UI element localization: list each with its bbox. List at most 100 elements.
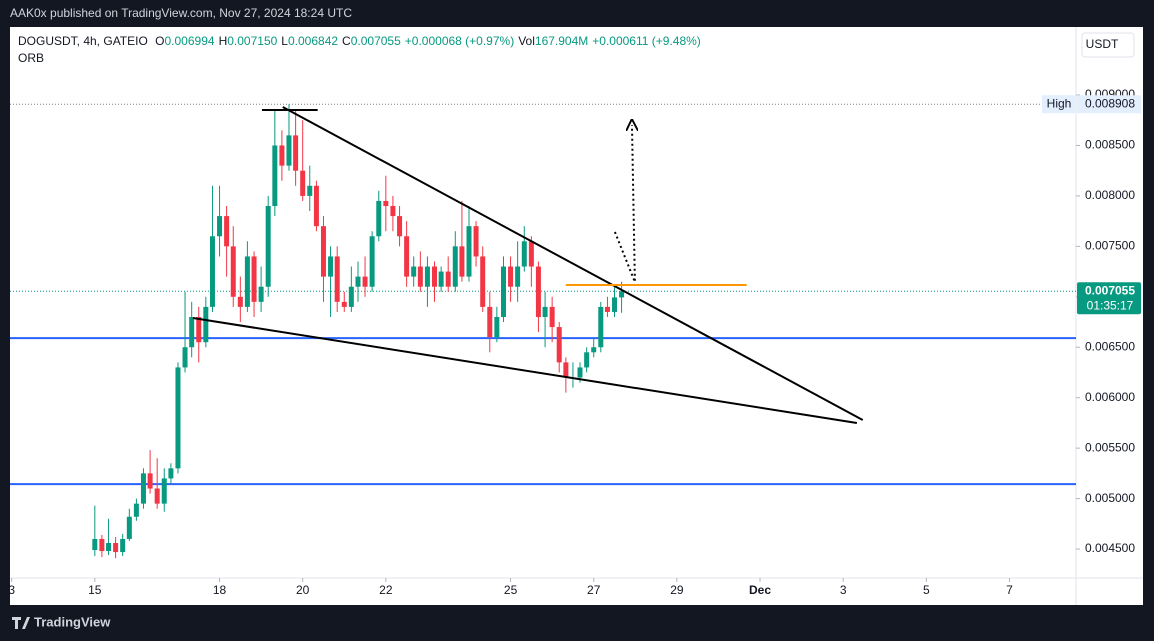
candle-body bbox=[528, 241, 534, 267]
legend: DOGUSDT, 4h, GATEIO O0.006994 H0.007150 L0… bbox=[18, 34, 701, 65]
candle-body bbox=[411, 266, 417, 277]
candle-body bbox=[619, 291, 625, 298]
y-tick-label: 0.007500 bbox=[1085, 239, 1135, 253]
candle-body bbox=[556, 327, 562, 363]
x-tick-label: 7 bbox=[1006, 583, 1013, 597]
candle-body bbox=[182, 347, 188, 368]
candle-body bbox=[362, 276, 368, 287]
candle-body bbox=[404, 236, 410, 277]
ohlc-key: H bbox=[219, 34, 228, 48]
candle-body bbox=[501, 266, 507, 317]
candle-body bbox=[521, 241, 527, 267]
logo-mark bbox=[12, 617, 30, 629]
y-tick-label: 0.008500 bbox=[1085, 138, 1135, 152]
candle-body bbox=[272, 145, 278, 206]
candle-body bbox=[217, 216, 223, 237]
candle-body bbox=[397, 216, 403, 237]
candle-body bbox=[487, 306, 493, 338]
candle-body bbox=[196, 316, 202, 343]
panel bbox=[10, 27, 1143, 605]
candle-body bbox=[258, 286, 264, 302]
candle-body bbox=[300, 170, 306, 196]
candle-body bbox=[147, 473, 153, 489]
candle-body bbox=[175, 367, 181, 469]
x-tick-label: 27 bbox=[587, 583, 601, 597]
high-label: High bbox=[1047, 96, 1072, 110]
candle-body bbox=[598, 306, 604, 348]
ohlc-value: 0.007055 bbox=[351, 34, 401, 48]
candle-body bbox=[438, 271, 444, 287]
high-badge bbox=[1042, 95, 1076, 114]
x-tick-label: 20 bbox=[296, 583, 310, 597]
candle-body bbox=[577, 367, 583, 378]
candle-body bbox=[480, 256, 486, 307]
ohlc-value: 0.006842 bbox=[288, 34, 338, 48]
y-tick-label: 0.005000 bbox=[1085, 491, 1135, 505]
candle-body bbox=[459, 246, 465, 277]
candle-body bbox=[584, 352, 590, 368]
candle-body bbox=[494, 316, 500, 338]
x-tick-label: 3 bbox=[8, 583, 15, 597]
candle-body bbox=[334, 256, 340, 302]
x-tick-label: 18 bbox=[213, 583, 227, 597]
candle-body bbox=[383, 200, 389, 206]
ohlc-value: 0.007150 bbox=[227, 34, 277, 48]
x-tick-label: 3 bbox=[840, 583, 847, 597]
candle-body bbox=[369, 236, 375, 287]
candle-body bbox=[390, 205, 396, 217]
x-tick-label: 25 bbox=[504, 583, 518, 597]
candle-body bbox=[140, 473, 146, 504]
candle-body bbox=[604, 306, 610, 312]
volume-change: +0.000611 (+9.48%) bbox=[592, 34, 701, 48]
candle-body bbox=[230, 246, 236, 297]
volume-label: Vol bbox=[518, 34, 535, 48]
candle-body bbox=[445, 271, 451, 287]
candle-body bbox=[508, 266, 514, 287]
candle-body bbox=[189, 316, 195, 348]
x-tick-label: 22 bbox=[379, 583, 393, 597]
symbol: DOGUSDT, 4h, GATEIO bbox=[18, 34, 148, 48]
candle-body bbox=[355, 276, 361, 287]
ohlc-key: L bbox=[281, 34, 288, 48]
candle-body bbox=[133, 503, 139, 517]
candle-body bbox=[126, 516, 132, 539]
candle-body bbox=[542, 306, 548, 317]
candle-body bbox=[431, 266, 437, 287]
candle-body bbox=[106, 542, 112, 552]
candle-body bbox=[348, 286, 354, 307]
candle-body bbox=[376, 200, 382, 237]
candle-body bbox=[286, 135, 292, 166]
currency-button[interactable] bbox=[1081, 32, 1135, 58]
candle-body bbox=[154, 488, 160, 504]
publisher: AAK0x published on TradingView.com, Nov … bbox=[10, 6, 352, 20]
x-tick-label: 15 bbox=[88, 583, 102, 597]
candle-body bbox=[515, 266, 521, 287]
trendline bbox=[192, 317, 858, 425]
candle-body bbox=[535, 266, 541, 317]
candle-body bbox=[224, 216, 230, 247]
candle-body bbox=[328, 256, 334, 277]
x-tick-label: 5 bbox=[923, 583, 930, 597]
candle-body bbox=[120, 538, 126, 553]
change: +0.000068 (+0.97%) bbox=[405, 34, 514, 48]
ohlc-value: 0.006994 bbox=[165, 34, 215, 48]
y-tick-label: 0.006500 bbox=[1085, 339, 1135, 353]
candle-body bbox=[424, 266, 430, 287]
currency[interactable]: USDT bbox=[1086, 37, 1119, 51]
candle-body bbox=[563, 362, 569, 378]
y-tick-label: 0.004500 bbox=[1085, 541, 1135, 555]
candle-body bbox=[307, 185, 313, 196]
ohlc-key: C bbox=[342, 34, 351, 48]
candle-body bbox=[293, 135, 299, 171]
last-price: 0.007055 bbox=[1085, 283, 1135, 297]
candle-body bbox=[209, 236, 215, 307]
countdown: 01:35:17 bbox=[1087, 298, 1134, 312]
ohlc-key: O bbox=[155, 34, 164, 48]
candle-body bbox=[203, 306, 209, 343]
candle-body bbox=[168, 468, 174, 479]
volume: 167.904M bbox=[535, 34, 588, 48]
candle-body bbox=[113, 542, 119, 553]
candle-body bbox=[313, 185, 319, 227]
candle-body bbox=[265, 205, 271, 287]
